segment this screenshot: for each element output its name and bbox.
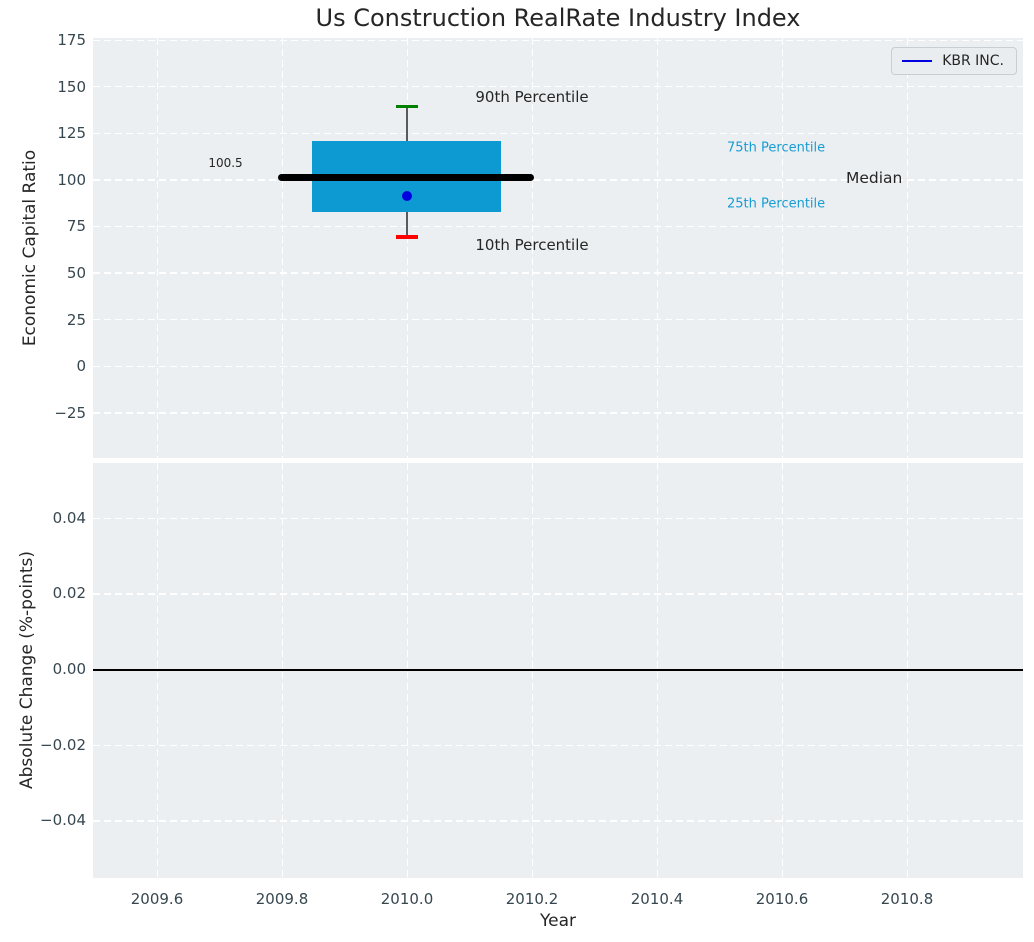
gridline-horizontal (93, 744, 1023, 747)
gridline-vertical (407, 38, 409, 458)
gridline-vertical (157, 38, 159, 458)
plot-area-top: 90th Percentile 10th Percentile 100.5 75… (93, 38, 1023, 458)
legend-line-sample (902, 59, 933, 63)
gridline-vertical (657, 38, 659, 458)
x-tick-label: 2010.2 (505, 890, 559, 908)
y-tick-label: 0.04 (52, 508, 86, 527)
gridline-horizontal (93, 179, 1023, 181)
gridline-horizontal (93, 412, 1023, 414)
annotation-median: Median (846, 168, 903, 187)
gridline-horizontal (93, 319, 1023, 321)
y-tick-label: 100 (57, 171, 86, 189)
x-tick-label: 2010.0 (380, 890, 434, 908)
x-tick-label: 2009.6 (130, 890, 184, 908)
y-axis-ticks: 175 150 125 100 75 50 25 0 −25 0.04 0.02… (0, 0, 86, 942)
gridline-horizontal (93, 132, 1023, 134)
gridline-vertical (907, 38, 909, 458)
y-tick-label: −0.04 (40, 811, 86, 830)
median-line (278, 174, 534, 182)
y-tick-label: 50 (66, 264, 86, 282)
annotation-90th-percentile: 90th Percentile (475, 88, 589, 106)
chart-title: Us Construction RealRate Industry Index (315, 4, 801, 32)
x-axis-ticks: 2009.6 2009.8 2010.0 2010.2 2010.4 2010.… (93, 890, 1023, 910)
gridline-vertical (532, 38, 534, 458)
x-tick-label: 2010.6 (755, 890, 809, 908)
gridline-horizontal (93, 593, 1023, 595)
p90-cap (396, 104, 418, 108)
gridline-vertical (782, 38, 784, 458)
y-tick-label: 175 (57, 31, 86, 49)
gridline-horizontal (93, 225, 1023, 228)
x-tick-label: 2010.8 (880, 890, 934, 908)
gridline-horizontal (93, 517, 1023, 520)
gridline-horizontal (93, 272, 1023, 274)
gridline-horizontal (93, 365, 1023, 367)
plot-area-bottom (93, 463, 1023, 878)
y-tick-label: 150 (57, 78, 86, 96)
gridline-horizontal (93, 40, 1023, 42)
annotation-10th-percentile: 10th Percentile (475, 236, 589, 254)
y-tick-label: −0.02 (40, 735, 86, 754)
gridline-horizontal (93, 86, 1023, 88)
gridline-vertical (282, 38, 284, 458)
x-axis-label: Year (540, 911, 576, 931)
y-tick-label: 25 (66, 311, 86, 329)
gridline-horizontal (93, 820, 1023, 822)
annotation-25th-percentile: 25th Percentile (727, 196, 826, 212)
company-value-marker (401, 190, 412, 201)
y-tick-label: 0.02 (52, 584, 86, 603)
legend: KBR INC. (891, 47, 1017, 75)
y-tick-label: 0 (76, 357, 86, 375)
p10-cap (396, 235, 418, 239)
x-tick-label: 2010.4 (630, 890, 684, 908)
annotation-75th-percentile: 75th Percentile (727, 140, 826, 155)
annotation-median-value: 100.5 (208, 155, 243, 170)
y-tick-label: −25 (54, 404, 86, 422)
y-tick-label: 75 (66, 217, 86, 235)
zero-change-line (93, 668, 1023, 671)
y-tick-label: 0.00 (52, 660, 86, 678)
legend-label: KBR INC. (942, 53, 1004, 69)
x-tick-label: 2009.8 (255, 890, 309, 908)
y-tick-label: 125 (57, 124, 86, 142)
